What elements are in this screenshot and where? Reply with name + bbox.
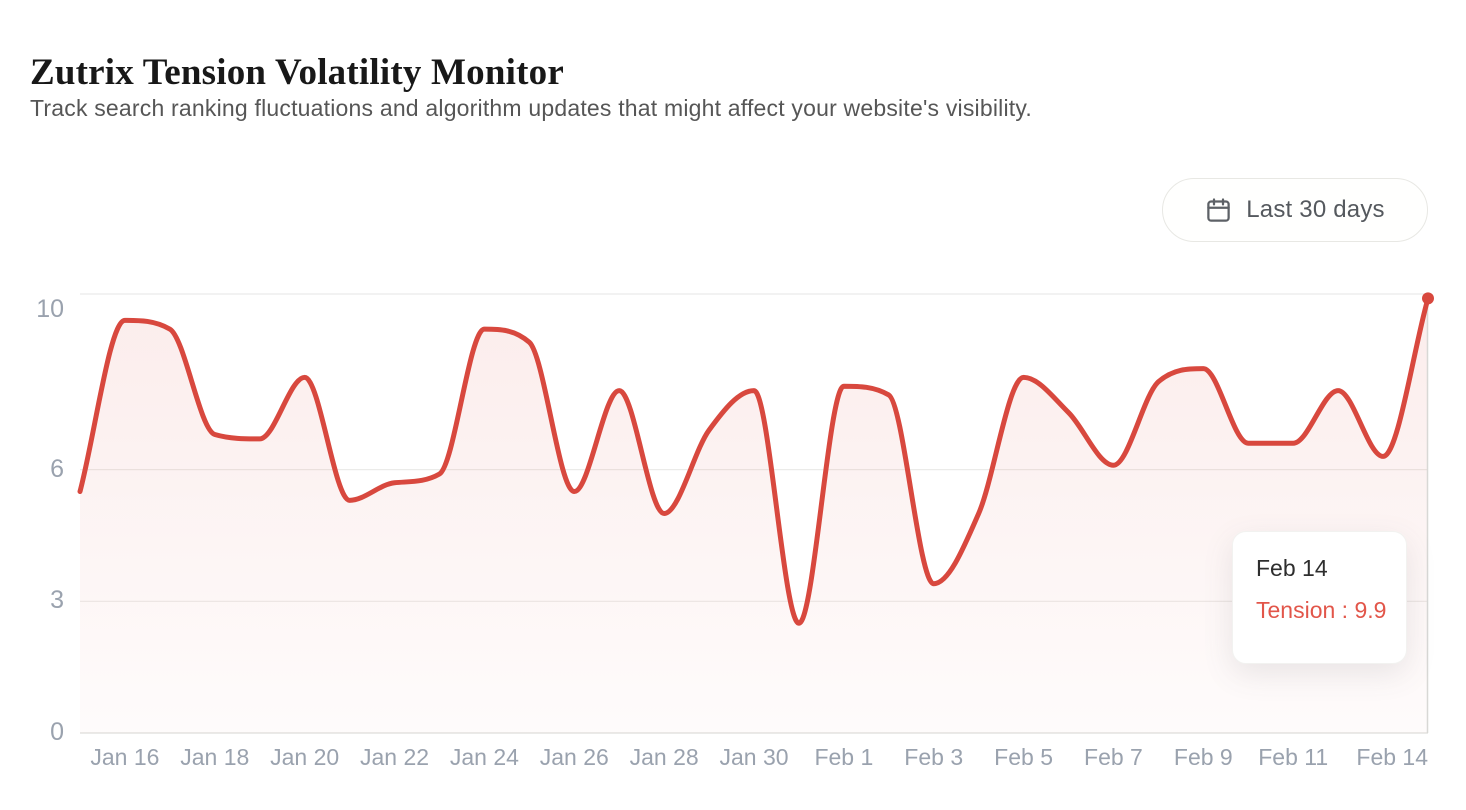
x-axis-tick-label: Jan 30 <box>719 744 789 770</box>
date-range-label: Last 30 days <box>1246 196 1385 223</box>
tension-line <box>77 295 1431 626</box>
x-axis-tick-label: Jan 16 <box>90 744 160 770</box>
x-axis-tick-label: Jan 22 <box>360 744 430 770</box>
y-axis-tick-label: 6 <box>50 454 64 483</box>
x-axis-tick-label: Jan 26 <box>539 744 609 770</box>
page-title: Zutrix Tension Volatility Monitor <box>30 51 564 93</box>
y-axis-tick-label: 10 <box>36 294 64 323</box>
x-axis-tick-label: Jan 24 <box>449 744 519 770</box>
chart-tooltip: Feb 14 Tension : 9.9 <box>1232 531 1407 664</box>
x-axis-tick-label: Jan 18 <box>180 744 250 770</box>
calendar-icon <box>1205 197 1232 224</box>
date-range-button[interactable]: Last 30 days <box>1162 178 1428 242</box>
active-point-dot <box>1422 292 1434 305</box>
tooltip-value: Tension : 9.9 <box>1256 597 1387 623</box>
y-axis-tick-label: 3 <box>50 586 64 615</box>
x-axis-tick-label: Feb 9 <box>1173 744 1233 770</box>
tension-area-fill <box>80 298 1428 733</box>
x-axis-tick-label: Feb 1 <box>814 744 874 770</box>
page-subtitle: Track search ranking fluctuations and al… <box>30 95 1032 121</box>
x-axis-tick-label: Feb 14 <box>1356 744 1428 770</box>
x-axis-tick-label: Feb 3 <box>904 744 964 770</box>
x-axis-tick-label: Feb 7 <box>1084 744 1143 770</box>
tooltip-date: Feb 14 <box>1256 555 1328 581</box>
x-axis-tick-label: Feb 11 <box>1258 744 1329 770</box>
x-axis-tick-label: Feb 5 <box>994 744 1054 770</box>
x-axis-tick-label: Jan 20 <box>270 744 340 770</box>
y-axis-tick-label: 0 <box>50 717 64 746</box>
x-axis-tick-label: Jan 28 <box>629 744 699 770</box>
